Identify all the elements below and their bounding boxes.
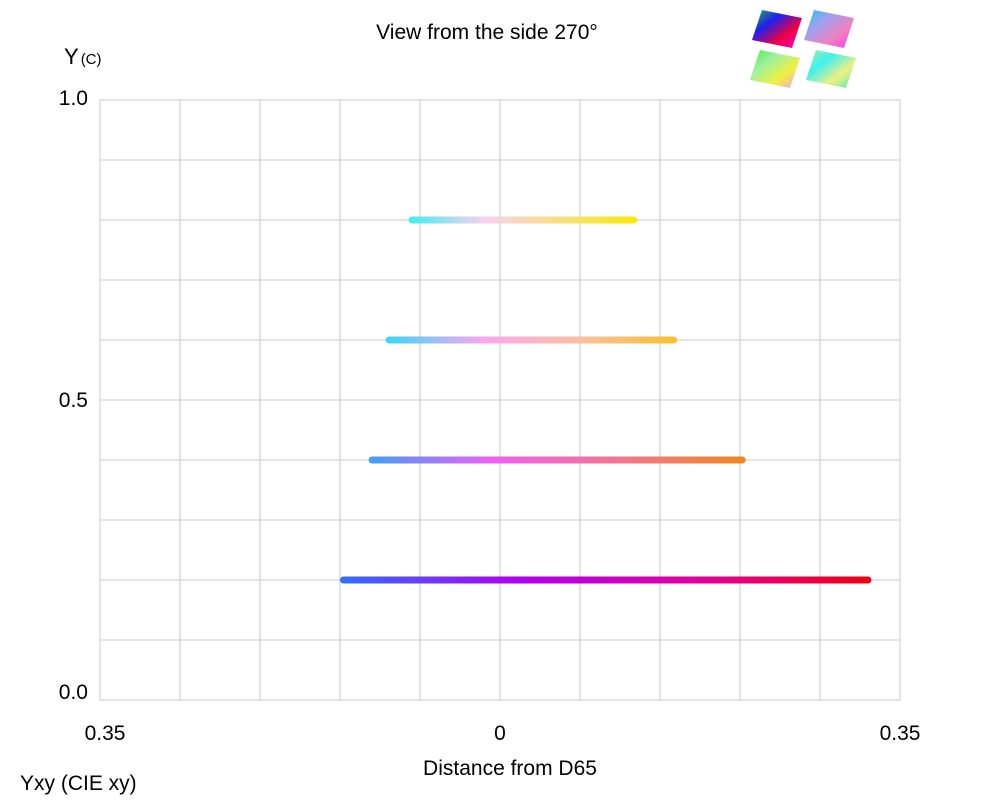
y-axis-label: Y (C): [64, 44, 102, 69]
y-axis-label-main: Y: [64, 44, 79, 69]
series-band: [340, 576, 872, 584]
plot-frame: [99, 99, 901, 701]
series-band: [368, 456, 746, 464]
x-axis-label: Distance from D65: [423, 757, 597, 780]
x-tick-label: 0: [494, 722, 506, 745]
x-tick-label: 0.35: [85, 722, 126, 745]
series-band: [408, 216, 638, 224]
y-tick-label: 1.0: [59, 87, 88, 110]
chart-title: View from the side 270°: [376, 21, 598, 44]
color-tile: [806, 50, 856, 88]
color-tile: [804, 10, 854, 48]
color-tile: [750, 50, 800, 88]
tick-labels: 0.35 0 0.35 1.0 0.5 0.0: [59, 87, 921, 745]
color-tile: [752, 10, 802, 48]
x-tick-label: 0.35: [880, 722, 921, 745]
series-layer: [340, 216, 872, 584]
color-cube-views-icon: [750, 10, 856, 88]
series-band: [385, 336, 678, 344]
y-axis-label-sub: (C): [81, 51, 102, 68]
color-space-label: Yxy (CIE xy): [20, 772, 137, 795]
y-tick-label: 0.5: [59, 389, 88, 412]
y-tick-label: 0.0: [59, 681, 88, 704]
grid: [100, 100, 900, 700]
